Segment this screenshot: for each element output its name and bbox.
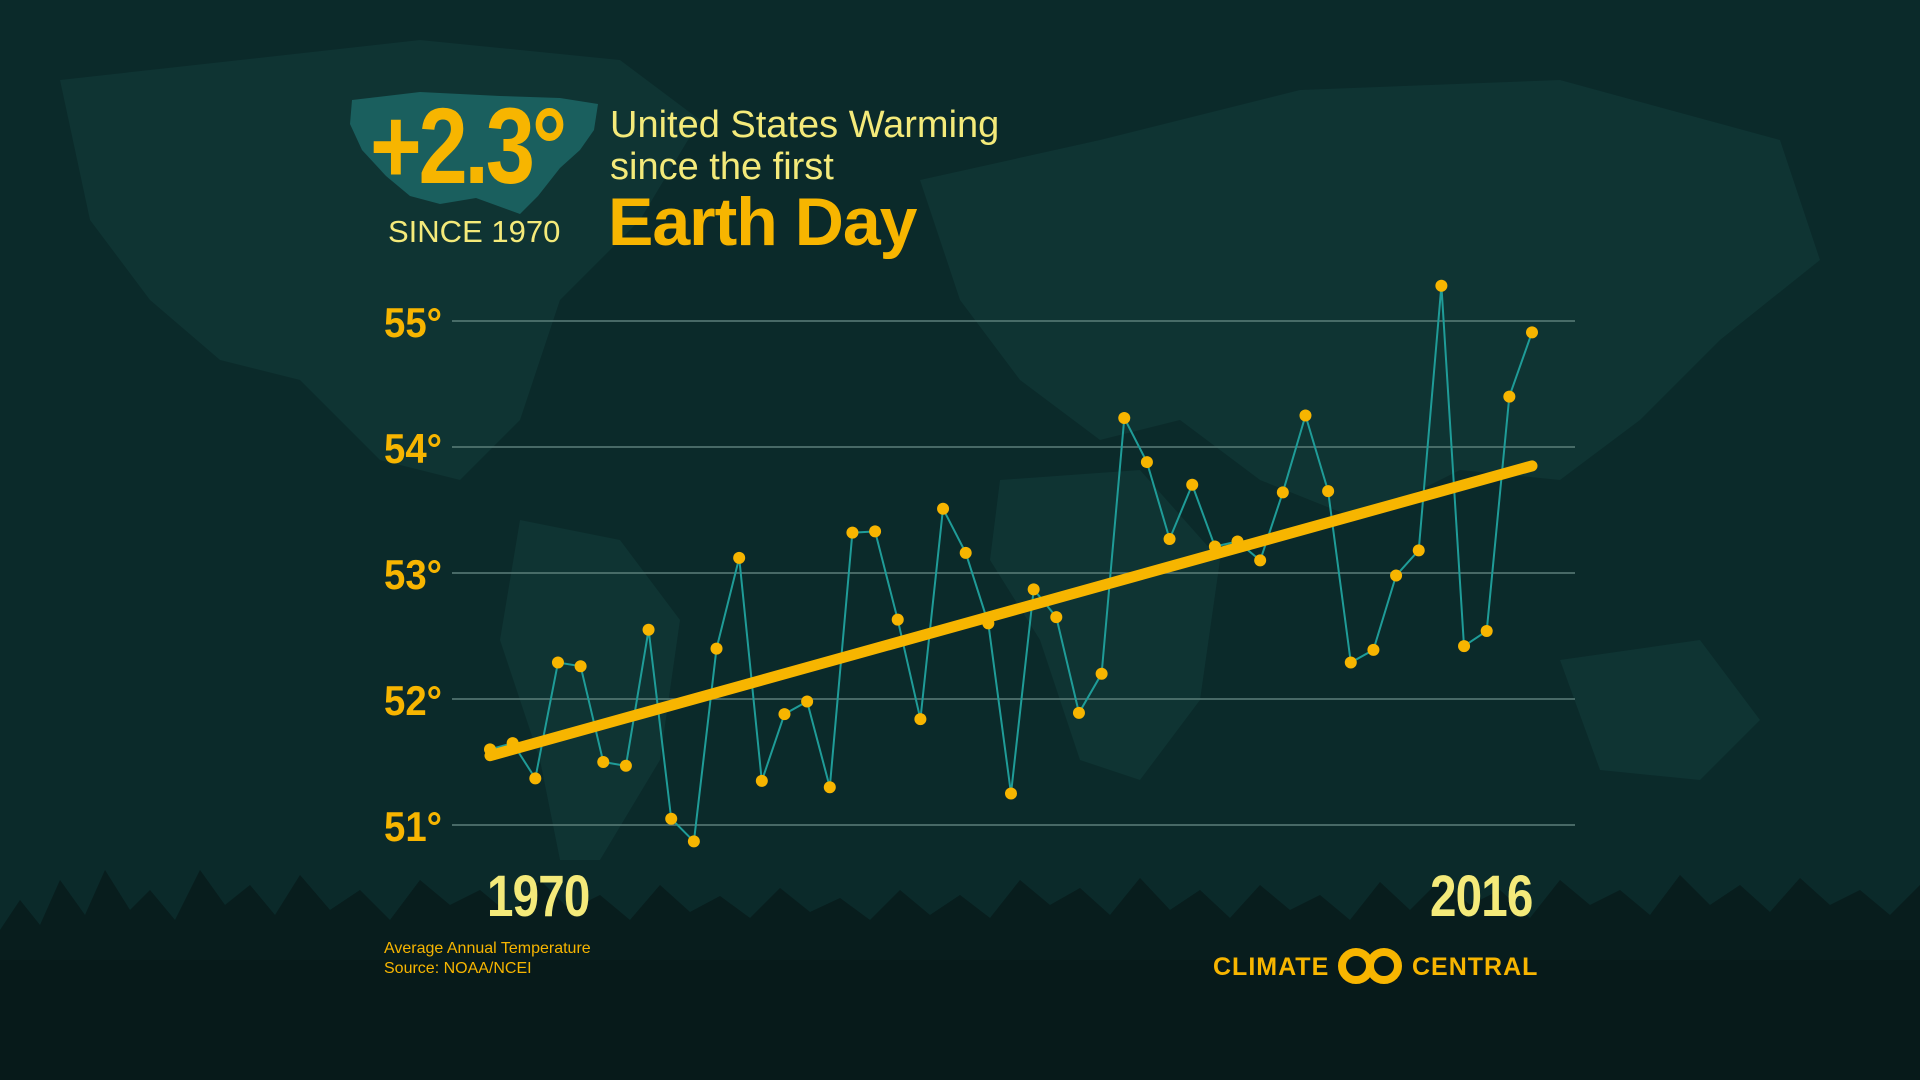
data-point — [1208, 540, 1221, 553]
data-point — [982, 617, 995, 630]
data-point — [1186, 478, 1199, 491]
y-tick-label: 54° — [384, 425, 442, 472]
data-point — [1435, 279, 1448, 292]
data-point — [1118, 412, 1131, 425]
continent-shape — [500, 520, 680, 860]
data-point — [755, 774, 768, 787]
data-point — [529, 772, 542, 785]
data-point — [823, 781, 836, 794]
data-point — [869, 525, 882, 538]
data-point — [1503, 390, 1516, 403]
warming-value: +2.3° — [370, 85, 567, 206]
data-point — [1412, 544, 1425, 557]
data-point — [1072, 706, 1085, 719]
data-point — [1163, 532, 1176, 545]
data-point — [1050, 611, 1063, 624]
title-line-1: United States Warming — [610, 104, 1000, 146]
continent-shape — [1560, 640, 1760, 780]
climate-central-logo-icon — [1338, 948, 1402, 984]
data-point — [1231, 535, 1244, 548]
data-point — [1095, 667, 1108, 680]
data-point — [506, 737, 519, 750]
title-line-2: since the first — [610, 146, 834, 188]
data-point — [778, 708, 791, 721]
data-point — [1480, 624, 1493, 637]
x-start-label: 1970 — [487, 864, 590, 929]
data-point — [1254, 554, 1267, 567]
data-point — [891, 613, 904, 626]
data-point — [1322, 485, 1335, 498]
data-point — [574, 660, 587, 673]
data-point — [1276, 486, 1289, 499]
continent-shape — [920, 80, 1820, 520]
caption: Average Annual Temperature — [384, 940, 591, 957]
data-point — [1344, 656, 1357, 669]
y-tick-label: 53° — [384, 551, 442, 598]
data-point — [484, 743, 496, 756]
data-point — [914, 713, 927, 726]
data-point — [1027, 583, 1040, 596]
data-point — [1390, 569, 1403, 582]
brand-right-text: CENTRAL — [1412, 953, 1539, 981]
data-point — [597, 756, 610, 768]
data-point — [551, 656, 564, 669]
data-point — [1458, 640, 1471, 653]
data-point — [1299, 409, 1312, 422]
y-tick-label: 55° — [384, 299, 442, 346]
data-point — [801, 695, 814, 708]
data-point — [619, 759, 632, 772]
title-line-3: Earth Day — [608, 184, 917, 260]
data-point — [642, 623, 655, 636]
data-point — [665, 812, 678, 825]
data-point — [1005, 787, 1017, 800]
data-point — [959, 546, 972, 559]
data-point — [1367, 643, 1380, 656]
since-label: SINCE 1970 — [388, 214, 561, 249]
data-point — [733, 551, 746, 564]
brand-left-text: CLIMATE — [1213, 953, 1330, 981]
data-point — [1526, 326, 1538, 339]
data-point — [710, 642, 723, 655]
source: Source: NOAA/NCEI — [384, 960, 532, 977]
y-tick-label: 52° — [384, 677, 442, 724]
us-map-shape — [350, 92, 598, 214]
data-point — [937, 502, 950, 515]
x-end-label: 2016 — [1430, 864, 1533, 929]
y-tick-label: 51° — [384, 803, 442, 850]
data-point — [1140, 456, 1153, 469]
forest-base — [0, 960, 1920, 1080]
series-line — [489, 285, 1533, 844]
trend-line — [484, 460, 1538, 762]
data-point — [687, 835, 700, 848]
data-point — [846, 526, 859, 539]
